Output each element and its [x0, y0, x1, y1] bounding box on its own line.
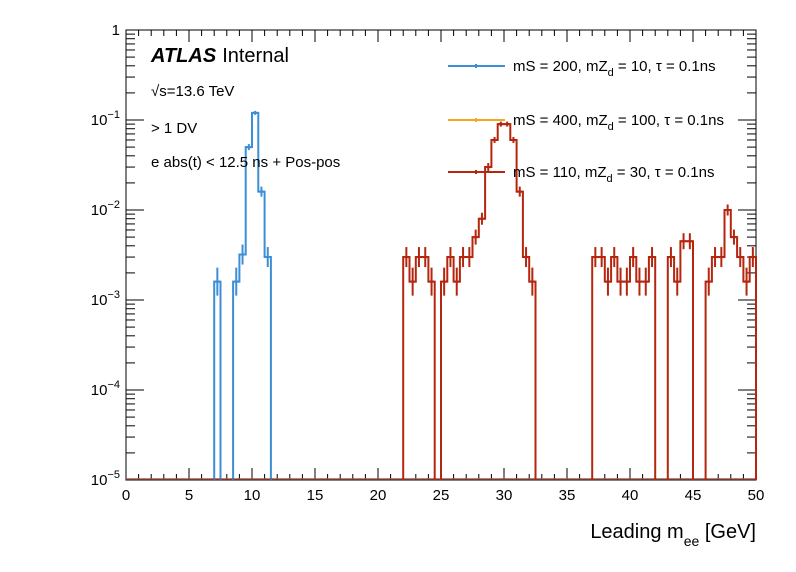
y-tick-label: 10−4 [91, 379, 120, 399]
cut-label: e abs(t) < 12.5 ns + Pos-pos [151, 154, 340, 171]
series-layer [126, 110, 757, 480]
x-tick-labels: 0 5 10 15 20 25 30 35 40 45 50 [122, 487, 765, 504]
selection-label: > 1 DV [151, 120, 197, 137]
y-tick-label: 10−1 [91, 109, 120, 129]
x-tick-label: 20 [370, 487, 387, 504]
energy-label: √s=13.6 TeV [151, 83, 234, 100]
y-tick-label: 10−5 [91, 469, 120, 489]
y-tick-label: 10−2 [91, 199, 120, 219]
atlas-label: ATLAS Internal [150, 45, 289, 67]
x-tick-label: 45 [685, 487, 702, 504]
y-tick-labels: 1 10−1 10−2 10−3 10−4 10−5 [91, 22, 120, 489]
x-tick-label: 5 [185, 487, 193, 504]
x-tick-label: 50 [748, 487, 765, 504]
x-tick-label: 40 [622, 487, 639, 504]
y-tick-label: 10−3 [91, 289, 120, 309]
x-tick-label: 0 [122, 487, 130, 504]
legend-label-0: mS = 200, mZd = 10, τ = 0.1ns [513, 58, 716, 79]
x-axis-label: Leading mee [GeV] [590, 521, 756, 549]
series-2 [126, 121, 757, 480]
x-tick-label: 15 [307, 487, 324, 504]
x-tick-label: 25 [433, 487, 450, 504]
axis-ticks [125, 29, 757, 481]
legend: mS = 200, mZd = 10, τ = 0.1ns mS = 400, m… [448, 58, 724, 185]
x-tick-label: 30 [496, 487, 513, 504]
legend-label-2: mS = 110, mZd = 30, τ = 0.1ns [513, 164, 715, 185]
y-tick-label: 1 [112, 22, 120, 39]
x-tick-label: 10 [244, 487, 261, 504]
x-tick-label: 35 [559, 487, 576, 504]
legend-label-1: mS = 400, mZd = 100, τ = 0.1ns [513, 112, 724, 133]
